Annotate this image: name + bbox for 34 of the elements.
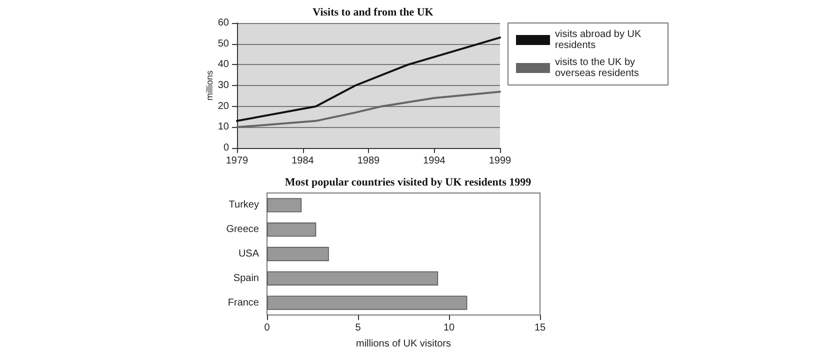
legend-label: visits abroad by UK residents <box>555 29 644 51</box>
y-tick-label: USA <box>238 248 260 260</box>
line-series <box>236 36 501 122</box>
x-tick-label: 1979 <box>226 156 249 166</box>
x-tick-label: 0 <box>264 322 270 334</box>
y-axis-title: millions <box>204 70 214 101</box>
x-tick-label: 1999 <box>488 156 512 166</box>
y-tick-label: Spain <box>233 272 259 284</box>
y-tick-label: France <box>228 297 260 308</box>
x-tick-label: 10 <box>443 322 455 334</box>
chart-title: Most popular countries visited by UK residents 1999 <box>284 176 532 188</box>
x-tick-label: 1984 <box>292 156 314 166</box>
x-tick-label: 1989 <box>357 156 380 166</box>
y-tick-label: 30 <box>218 80 230 91</box>
legend-label: visits to the UK by overseas residents <box>555 57 639 79</box>
bar <box>267 198 302 212</box>
bar <box>267 246 329 262</box>
x-tick-label: 5 <box>355 322 362 334</box>
y-tick-label: 20 <box>218 100 230 112</box>
x-tick-label: 15 <box>534 322 546 334</box>
y-tick-label: 0 <box>223 142 230 154</box>
line-series <box>236 90 501 128</box>
chart-title: Visits to and from the UK <box>312 6 434 18</box>
y-tick-label: 60 <box>218 18 230 28</box>
bar <box>267 271 438 286</box>
y-tick-label: 40 <box>218 59 230 70</box>
bar <box>267 296 468 310</box>
x-axis-title: millions of UK visitors <box>356 338 452 350</box>
y-tick-label: 10 <box>218 122 230 133</box>
y-tick-label: 50 <box>218 38 230 50</box>
bar <box>267 222 316 237</box>
y-tick-label: Turkey <box>228 200 259 211</box>
x-tick-label: 1994 <box>423 156 446 166</box>
y-tick-label: Greece <box>226 224 260 236</box>
